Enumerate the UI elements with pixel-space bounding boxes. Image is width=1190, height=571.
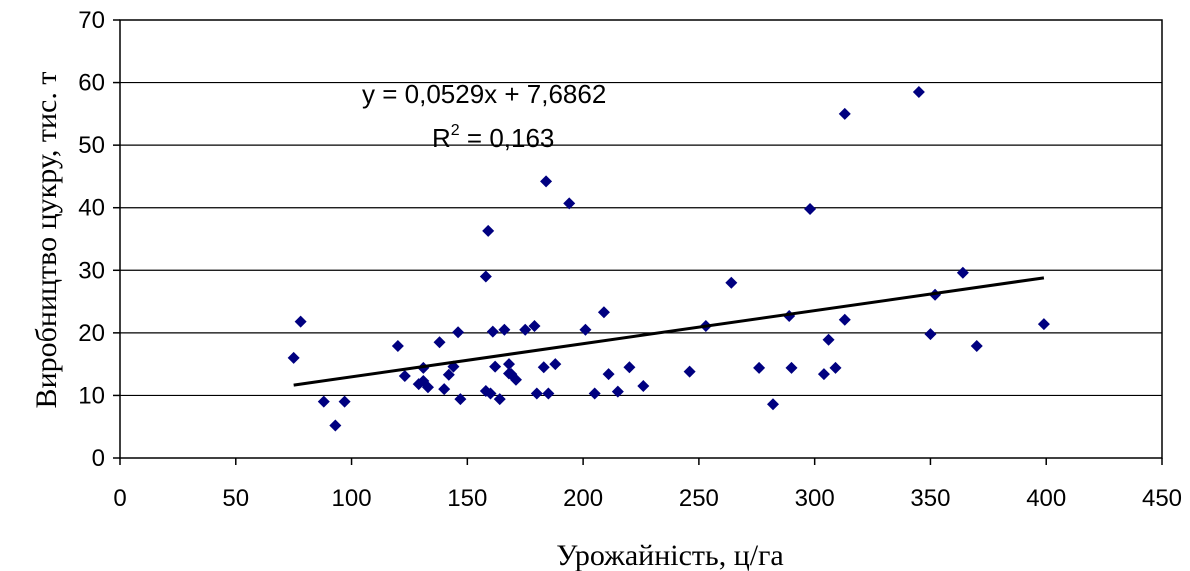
data-point	[493, 393, 506, 406]
data-point	[588, 387, 601, 400]
data-point	[683, 365, 696, 378]
data-point	[317, 395, 330, 408]
data-point	[294, 315, 307, 328]
data-point	[479, 270, 492, 283]
data-point	[505, 368, 518, 381]
data-point	[338, 395, 351, 408]
data-point	[956, 266, 969, 279]
data-point	[549, 358, 562, 371]
data-point	[829, 361, 842, 374]
x-tick-label: 450	[1142, 485, 1182, 512]
data-point	[287, 351, 300, 364]
data-point	[452, 326, 465, 339]
x-tick-label: 150	[447, 485, 487, 512]
data-point	[542, 387, 555, 400]
trendline	[293, 276, 1045, 387]
data-point	[725, 276, 738, 289]
y-tick-label: 30	[78, 257, 105, 284]
data-point	[537, 361, 550, 374]
data-point	[602, 368, 615, 381]
data-point	[509, 373, 522, 386]
y-tick-label: 0	[92, 445, 105, 472]
data-point	[912, 85, 925, 98]
data-point	[766, 398, 779, 411]
y-tick-label: 40	[78, 195, 105, 222]
data-point	[329, 419, 342, 432]
y-axis-ticks: 0 10 20 30 40 50 60 70	[78, 7, 120, 472]
plot-area-frame	[119, 19, 1163, 459]
x-axis-title: Урожайність, ц/га	[556, 539, 783, 571]
data-point	[519, 323, 532, 336]
data-point	[924, 328, 937, 341]
x-tick-label: 0	[113, 485, 126, 512]
data-point	[817, 368, 830, 381]
data-point	[597, 306, 610, 319]
trend-equation: y = 0,0529x + 7,6862	[362, 79, 606, 109]
data-point	[838, 107, 851, 120]
data-point	[1037, 318, 1050, 331]
data-point	[970, 339, 983, 352]
data-point	[486, 325, 499, 338]
gridlines	[120, 81, 1162, 397]
x-axis-ticks: 0 50 100 150 200 250 300 350 400 450	[113, 458, 1182, 512]
data-point	[838, 313, 851, 326]
data-point	[611, 385, 624, 398]
y-tick-label: 20	[78, 320, 105, 347]
data-point	[484, 387, 497, 400]
y-tick-label: 50	[78, 132, 105, 159]
data-point	[398, 370, 411, 383]
data-point	[579, 323, 592, 336]
data-point	[623, 361, 636, 374]
data-point	[503, 358, 516, 371]
y-tick-label: 70	[78, 7, 105, 34]
x-tick-label: 250	[679, 485, 719, 512]
data-point	[540, 175, 553, 188]
data-point	[489, 360, 502, 373]
y-axis-title: Виробництво цукру, тис. т	[30, 72, 63, 409]
x-tick-label: 350	[910, 485, 950, 512]
data-points	[287, 85, 1050, 432]
y-tick-label: 60	[78, 70, 105, 97]
data-point	[438, 383, 451, 396]
data-point	[785, 361, 798, 374]
y-tick-label: 10	[78, 382, 105, 409]
data-point	[454, 393, 467, 406]
r-squared-label: R2 = 0,163	[432, 122, 554, 153]
x-tick-label: 50	[222, 485, 249, 512]
data-point	[804, 202, 817, 215]
data-point	[637, 380, 650, 393]
data-point	[442, 368, 455, 381]
x-tick-label: 300	[795, 485, 835, 512]
x-tick-label: 400	[1026, 485, 1066, 512]
data-point	[528, 319, 541, 332]
x-tick-label: 100	[332, 485, 372, 512]
data-point	[391, 339, 404, 352]
data-point	[530, 387, 543, 400]
data-point	[822, 333, 835, 346]
data-point	[421, 381, 434, 394]
data-point	[482, 224, 495, 237]
data-point	[433, 336, 446, 349]
data-point	[753, 361, 766, 374]
data-point	[563, 197, 576, 210]
x-tick-label: 200	[563, 485, 603, 512]
data-point	[498, 323, 511, 336]
